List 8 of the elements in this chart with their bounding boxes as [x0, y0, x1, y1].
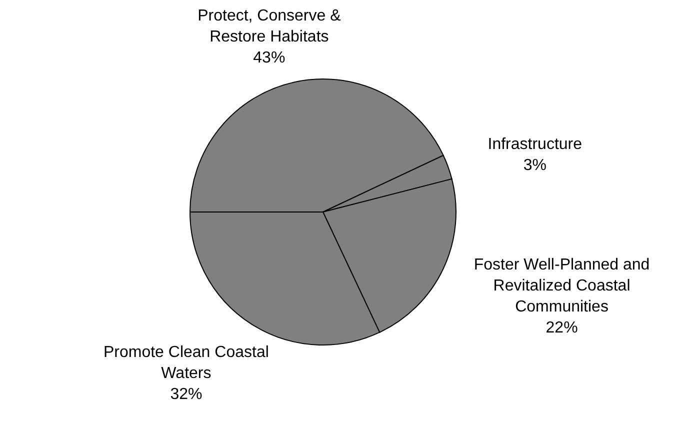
data-label: 3% [523, 156, 546, 174]
slice-label: Foster Well-Planned and Revitalized Coastal Communities [474, 256, 650, 316]
slice-label: Promote Clean Coastal Waters [103, 344, 269, 382]
slice-label: Protect, Conserve & Restore Habitats [198, 7, 342, 46]
slice-label: Infrastructure [488, 136, 582, 153]
data-label: 32% [170, 386, 202, 404]
data-label: 22% [546, 319, 578, 336]
data-label: 43% [253, 49, 286, 66]
